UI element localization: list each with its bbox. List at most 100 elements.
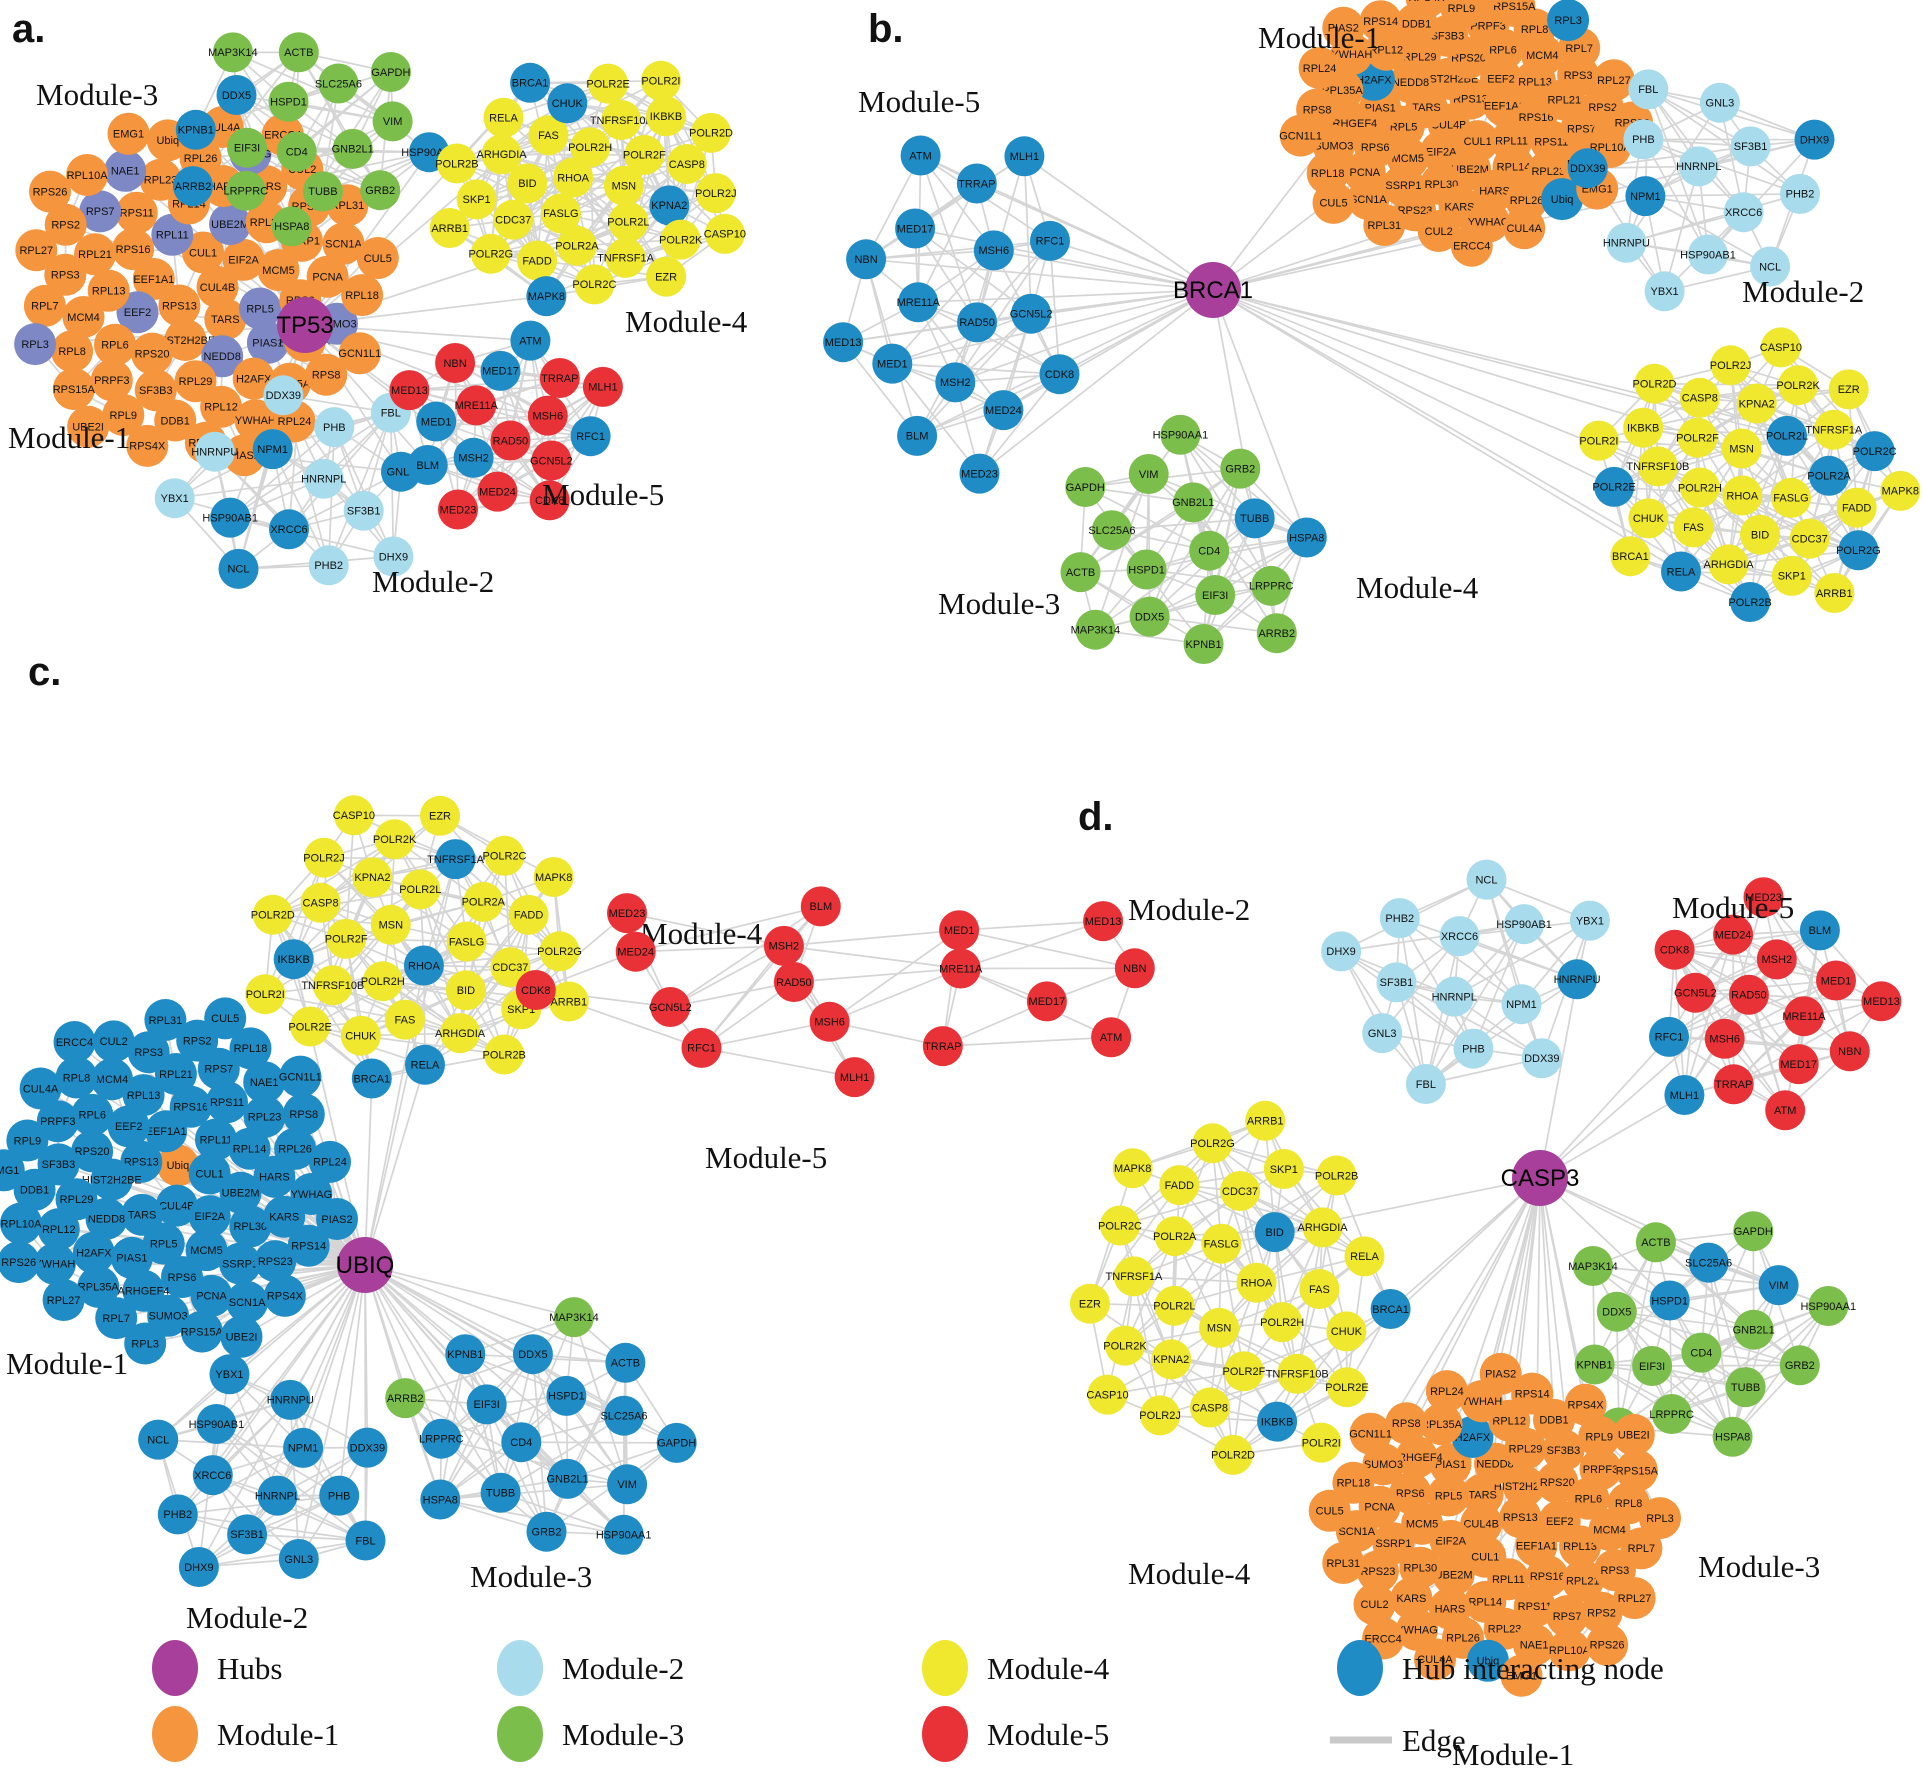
node-RPS8[interactable]: RPS8 [282, 1093, 325, 1136]
node-NBN[interactable]: NBN [846, 239, 887, 280]
node-TRRAP[interactable]: TRRAP [1713, 1064, 1754, 1105]
node-POLR2I[interactable]: POLR2I [640, 60, 681, 101]
node-CD4[interactable]: CD4 [1681, 1332, 1722, 1373]
node-GCN1L1[interactable]: GCN1L1 [338, 332, 381, 375]
node-HSPD1[interactable]: HSPD1 [1649, 1280, 1690, 1321]
node-RPL27[interactable]: RPL27 [1592, 59, 1635, 102]
node-MSH2[interactable]: MSH2 [1756, 939, 1797, 980]
node-MED24[interactable]: MED24 [615, 931, 656, 972]
node-CUL5[interactable]: CUL5 [1308, 1489, 1351, 1532]
node-RPL31[interactable]: RPL31 [1322, 1542, 1365, 1584]
node-KPNA2[interactable]: KPNA2 [352, 857, 393, 898]
node-MED23[interactable]: MED23 [438, 489, 478, 530]
node-TNFRSF1A[interactable]: TNFRSF1A [1105, 1256, 1163, 1297]
node-ACTB[interactable]: ACTB [605, 1342, 646, 1383]
node-MED1[interactable]: MED1 [939, 910, 980, 951]
node-RPL8[interactable]: RPL8 [51, 330, 94, 373]
node-HSP90AA1[interactable]: HSP90AA1 [1153, 414, 1209, 455]
node-BID[interactable]: BID [445, 970, 486, 1011]
node-CDK8[interactable]: CDK8 [1039, 354, 1080, 395]
node-EIF3I[interactable]: EIF3I [1632, 1346, 1673, 1386]
node-UBE2I[interactable]: UBE2I [1463, 0, 1505, 9]
node-POLR2I[interactable]: POLR2I [245, 974, 286, 1015]
node-VIM[interactable]: VIM [372, 101, 413, 142]
node-RFC1[interactable]: RFC1 [681, 1027, 722, 1068]
node-YWHAH[interactable]: YWHAH [33, 1242, 76, 1285]
node-RPL18[interactable]: RPL18 [341, 274, 384, 317]
node-EZR[interactable]: EZR [420, 795, 460, 836]
node-NPM1[interactable]: NPM1 [283, 1427, 324, 1468]
node-PHB[interactable]: PHB [1623, 119, 1664, 160]
node-MED1[interactable]: MED1 [1816, 960, 1856, 1001]
node-KPNA2[interactable]: KPNA2 [1736, 383, 1777, 424]
node-HSPA8[interactable]: HSPA8 [271, 206, 312, 247]
node-RELA[interactable]: RELA [1661, 551, 1701, 592]
node-RPL10A[interactable]: RPL10A [66, 154, 108, 196]
node-RPL24[interactable]: RPL24 [1425, 1370, 1468, 1413]
node-MED23[interactable]: MED23 [959, 453, 1000, 494]
node-EZR[interactable]: EZR [1828, 369, 1869, 410]
node-YBX1[interactable]: YBX1 [1644, 271, 1685, 312]
node-RPL7[interactable]: RPL7 [23, 284, 66, 327]
node-RPL3[interactable]: RPL3 [14, 323, 57, 366]
node-RAD50[interactable]: RAD50 [773, 962, 814, 1002]
node-BLM[interactable]: BLM [407, 445, 448, 485]
node-VIM[interactable]: VIM [607, 1464, 648, 1505]
node-TRRAP[interactable]: TRRAP [922, 1026, 963, 1067]
node-MSH2[interactable]: MSH2 [763, 925, 804, 966]
node-MED13[interactable]: MED13 [389, 370, 430, 411]
node-UBE2I[interactable]: UBE2I [220, 1315, 263, 1358]
node-KPNB1[interactable]: KPNB1 [1183, 624, 1224, 664]
node-CASP10[interactable]: CASP10 [1760, 327, 1802, 368]
node-CDK8[interactable]: CDK8 [515, 970, 556, 1010]
node-POLR2J[interactable]: POLR2J [1139, 1395, 1181, 1436]
node-ARRB2[interactable]: ARRB2 [385, 1378, 426, 1419]
node-RFC1[interactable]: RFC1 [1030, 220, 1070, 261]
node-RPS16[interactable]: RPS16 [112, 228, 155, 271]
node-POLR2D[interactable]: POLR2D [251, 894, 295, 935]
node-IKBKB[interactable]: IKBKB [1623, 407, 1664, 448]
node-RPS15A[interactable]: RPS15A [1616, 1449, 1659, 1492]
node-RPS26[interactable]: RPS26 [0, 1241, 40, 1284]
node-POLR2L[interactable]: POLR2L [399, 869, 441, 910]
node-NPM1[interactable]: NPM1 [1625, 176, 1666, 217]
node-RPS20[interactable]: RPS20 [131, 332, 174, 375]
node-RHOA[interactable]: RHOA [1722, 475, 1763, 516]
node-RPL24[interactable]: RPL24 [309, 1140, 351, 1183]
node-CD4[interactable]: CD4 [1189, 530, 1230, 571]
node-PHB[interactable]: PHB [319, 1475, 360, 1516]
node-HSP90AA1[interactable]: HSP90AA1 [596, 1514, 652, 1555]
node-RPL27[interactable]: RPL27 [1613, 1577, 1656, 1620]
node-GRB2[interactable]: GRB2 [526, 1511, 567, 1552]
node-CASP8[interactable]: CASP8 [1679, 377, 1720, 418]
node-MSH6[interactable]: MSH6 [1704, 1018, 1745, 1059]
node-KPNB1[interactable]: KPNB1 [1574, 1344, 1615, 1385]
node-CDK8[interactable]: CDK8 [1654, 929, 1695, 970]
node-ACTB[interactable]: ACTB [278, 32, 319, 73]
node-GNL3[interactable]: GNL3 [1699, 82, 1740, 123]
node-NBN[interactable]: NBN [1829, 1031, 1870, 1072]
node-MED24[interactable]: MED24 [983, 390, 1024, 431]
node-SF3B1[interactable]: SF3B1 [343, 490, 384, 531]
node-TRRAP[interactable]: TRRAP [956, 163, 997, 204]
node-PHB2[interactable]: PHB2 [308, 545, 349, 586]
node-NCL[interactable]: NCL [218, 548, 259, 589]
node-GCN1L1[interactable]: GCN1L1 [1349, 1412, 1392, 1455]
node-TUBB[interactable]: TUBB [480, 1472, 521, 1513]
node-FASLG[interactable]: FASLG [446, 921, 487, 962]
node-GAPDH[interactable]: GAPDH [656, 1422, 697, 1463]
node-NPM1[interactable]: NPM1 [252, 429, 293, 470]
node-HNRNPU[interactable]: HNRNPU [1554, 959, 1601, 1000]
node-ARRB2[interactable]: ARRB2 [173, 166, 213, 207]
node-MSH6[interactable]: MSH6 [973, 230, 1014, 271]
node-CD4[interactable]: CD4 [276, 131, 317, 172]
node-RPS4X[interactable]: RPS4X [126, 424, 169, 467]
node-ATM[interactable]: ATM [900, 135, 941, 176]
node-ERCC4[interactable]: ERCC4 [53, 1021, 96, 1063]
node-TUBB[interactable]: TUBB [1725, 1367, 1766, 1408]
node-XRCC6[interactable]: XRCC6 [1439, 916, 1480, 957]
node-POLR2I[interactable]: POLR2I [1578, 420, 1619, 461]
node-FADD[interactable]: FADD [517, 240, 558, 281]
node-RPL3[interactable]: RPL3 [124, 1322, 167, 1365]
node-FADD[interactable]: FADD [1836, 487, 1877, 528]
